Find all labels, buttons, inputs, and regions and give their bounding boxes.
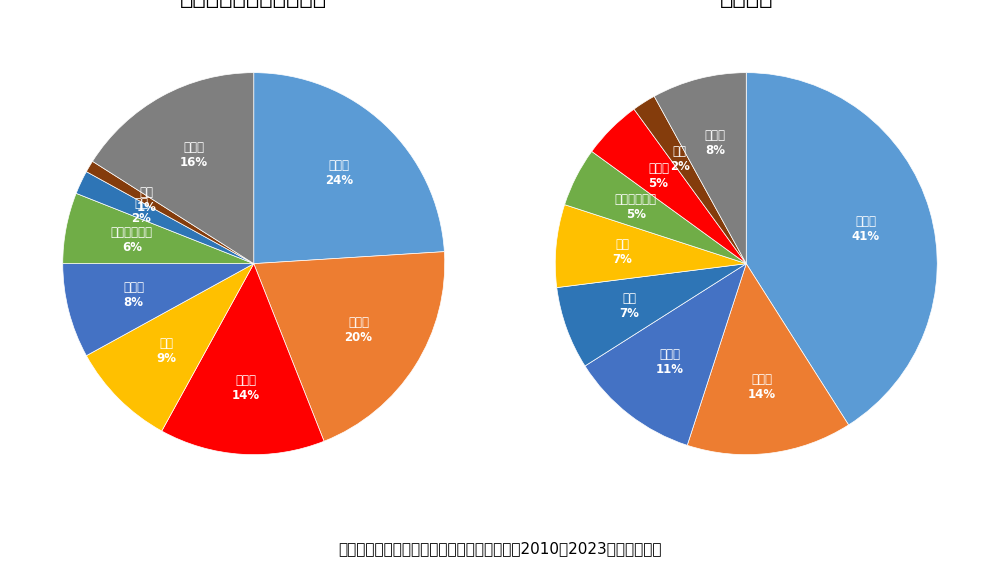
Wedge shape (86, 264, 254, 431)
Wedge shape (654, 73, 746, 264)
Wedge shape (63, 264, 254, 356)
Wedge shape (555, 205, 746, 287)
Text: 警備業
8%: 警備業 8% (123, 281, 144, 308)
Text: 林業
2%: 林業 2% (670, 145, 690, 173)
Text: 清掃・屠畜業
6%: 清掃・屠畜業 6% (111, 226, 153, 255)
Text: 建設業
41%: 建設業 41% (851, 215, 880, 243)
Wedge shape (557, 264, 746, 366)
Text: 商業
7%: 商業 7% (613, 238, 633, 266)
Text: 建設業
24%: 建設業 24% (325, 159, 353, 187)
Wedge shape (76, 172, 254, 264)
Wedge shape (254, 73, 444, 264)
Text: 業種別の熱中症死傷者数と死亡者数の割合（2010〜2023年の合計数）: 業種別の熱中症死傷者数と死亡者数の割合（2010〜2023年の合計数） (338, 541, 662, 556)
Wedge shape (746, 73, 937, 425)
Wedge shape (634, 96, 746, 264)
Wedge shape (162, 264, 324, 455)
Wedge shape (585, 264, 746, 445)
Title: 休業四日以上の死傷者数: 休業四日以上の死傷者数 (180, 0, 327, 8)
Wedge shape (592, 109, 746, 264)
Text: その他
8%: その他 8% (705, 129, 726, 158)
Text: 農業
2%: 農業 2% (131, 197, 151, 225)
Wedge shape (254, 252, 445, 441)
Text: 商業
9%: 商業 9% (156, 337, 176, 366)
Text: その他
16%: その他 16% (180, 141, 208, 169)
Wedge shape (86, 162, 254, 264)
Text: 警備業
11%: 警備業 11% (656, 348, 684, 376)
Wedge shape (565, 151, 746, 264)
Text: 清掃・屠畜業
5%: 清掃・屠畜業 5% (615, 193, 657, 221)
Wedge shape (687, 264, 849, 455)
Text: 運送業
5%: 運送業 5% (648, 162, 669, 190)
Wedge shape (63, 193, 254, 264)
Text: 林業
1%: 林業 1% (137, 187, 157, 214)
Text: 運送業
14%: 運送業 14% (232, 374, 260, 401)
Title: 死亡者数: 死亡者数 (720, 0, 773, 8)
Text: 製造業
14%: 製造業 14% (748, 373, 776, 401)
Text: 製造業
20%: 製造業 20% (345, 316, 373, 344)
Text: 農業
7%: 農業 7% (620, 291, 639, 320)
Wedge shape (92, 73, 254, 264)
